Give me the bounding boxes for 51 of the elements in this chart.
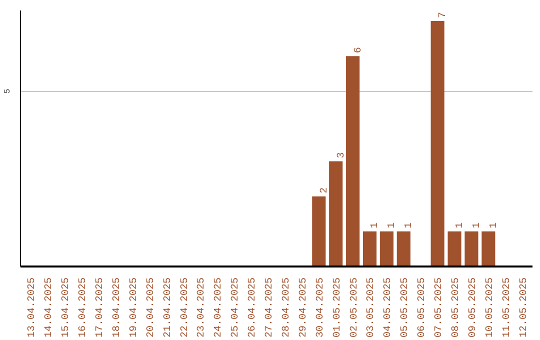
x-tick-label: 04.05.2025 bbox=[383, 277, 394, 338]
data-label: 1 bbox=[472, 222, 483, 228]
x-tick-label: 24.04.2025 bbox=[214, 277, 225, 338]
x-tick-label: 14.04.2025 bbox=[44, 277, 56, 338]
data-label: 1 bbox=[387, 222, 398, 228]
data-label: 3 bbox=[336, 152, 348, 158]
x-tick-label: 27.04.2025 bbox=[264, 277, 276, 338]
data-label: 1 bbox=[455, 222, 466, 228]
x-tick-label: 08.05.2025 bbox=[451, 277, 462, 338]
x-tick-label: 05.05.2025 bbox=[400, 277, 412, 338]
x-tick-label: 01.05.2025 bbox=[332, 277, 344, 338]
x-tick-label: 11.05.2025 bbox=[502, 277, 513, 338]
bar bbox=[312, 196, 326, 266]
x-tick-label: 06.05.2025 bbox=[417, 277, 428, 338]
data-label: 1 bbox=[488, 222, 500, 228]
bar bbox=[448, 231, 462, 266]
bar bbox=[430, 21, 444, 266]
x-tick-label: 28.04.2025 bbox=[281, 277, 292, 338]
data-label: 7 bbox=[438, 12, 450, 18]
x-tick-label: 21.04.2025 bbox=[162, 277, 174, 338]
x-tick-label: 30.04.2025 bbox=[315, 277, 326, 338]
data-label: 1 bbox=[404, 222, 416, 228]
bar bbox=[346, 56, 360, 266]
bar bbox=[380, 231, 394, 266]
x-tick-label: 10.05.2025 bbox=[484, 277, 496, 338]
x-tick-label: 19.04.2025 bbox=[128, 277, 140, 338]
x-tick-label: 23.04.2025 bbox=[196, 277, 208, 338]
x-tick-label: 22.04.2025 bbox=[180, 277, 191, 338]
data-label: 2 bbox=[319, 187, 330, 194]
data-label: 6 bbox=[353, 47, 364, 54]
y-tick-label: 5 bbox=[2, 88, 12, 94]
x-tick-label: 20.04.2025 bbox=[146, 277, 157, 338]
x-tick-label: 02.05.2025 bbox=[349, 277, 360, 338]
x-tick-label: 13.04.2025 bbox=[27, 277, 38, 338]
bar bbox=[362, 231, 377, 266]
x-tick-label: 26.04.2025 bbox=[248, 277, 259, 338]
bar bbox=[329, 161, 343, 266]
x-tick-label: 12.05.2025 bbox=[518, 277, 530, 338]
bar bbox=[464, 231, 478, 266]
x-tick-label: 16.04.2025 bbox=[78, 277, 90, 338]
bar bbox=[482, 231, 496, 266]
x-tick-label: 09.05.2025 bbox=[468, 277, 479, 338]
x-tick-label: 29.04.2025 bbox=[298, 277, 310, 338]
x-tick-label: 07.05.2025 bbox=[434, 277, 446, 338]
x-tick-label: 25.04.2025 bbox=[230, 277, 242, 338]
bar bbox=[396, 231, 410, 266]
x-tick-label: 17.04.2025 bbox=[94, 277, 106, 338]
x-tick-label: 18.04.2025 bbox=[112, 277, 123, 338]
data-label: 1 bbox=[370, 222, 382, 228]
x-tick-label: 03.05.2025 bbox=[366, 277, 378, 338]
x-tick-label: 15.04.2025 bbox=[61, 277, 72, 338]
